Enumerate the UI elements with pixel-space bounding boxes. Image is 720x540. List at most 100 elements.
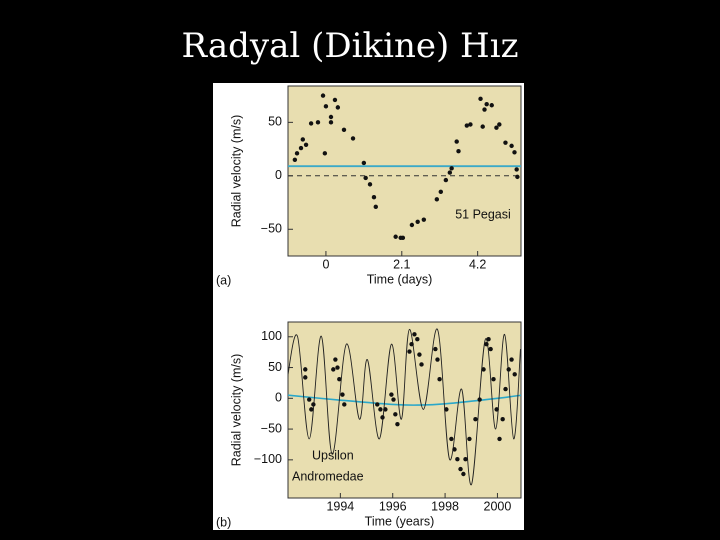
x-tick-label: 2000 <box>484 499 512 513</box>
annotation: Andromedae <box>292 469 364 483</box>
data-point <box>480 124 485 129</box>
data-point <box>341 127 347 133</box>
data-point <box>419 362 424 367</box>
data-point <box>328 120 334 125</box>
data-point <box>509 143 514 149</box>
data-point <box>443 177 449 183</box>
data-point <box>477 397 482 402</box>
data-point <box>497 436 502 442</box>
data-point <box>303 375 308 380</box>
data-point <box>342 402 347 407</box>
data-point <box>307 397 312 402</box>
panel-label: (b) <box>216 515 231 529</box>
data-point <box>340 392 345 397</box>
data-point <box>421 217 427 222</box>
data-point <box>482 107 487 112</box>
data-point <box>437 377 442 382</box>
y-tick-label: 0 <box>275 391 282 405</box>
data-point <box>292 157 298 162</box>
data-point <box>433 346 438 352</box>
y-axis-label: Radial velocity (m/s) <box>229 115 243 228</box>
data-point <box>494 125 499 130</box>
data-point <box>412 332 417 337</box>
data-point <box>389 392 394 397</box>
data-point <box>512 150 517 155</box>
data-point <box>473 417 478 422</box>
data-point <box>332 97 338 103</box>
y-tick-label: −50 <box>261 222 282 236</box>
data-point <box>456 149 461 154</box>
data-point <box>506 367 511 372</box>
data-point <box>455 457 460 462</box>
data-point <box>361 160 367 166</box>
data-point <box>494 407 499 412</box>
y-axis-label: Radial velocity (m/s) <box>229 354 243 467</box>
data-point <box>509 357 514 362</box>
data-point <box>438 189 444 195</box>
data-point <box>452 447 457 452</box>
data-point <box>400 235 406 241</box>
data-point <box>481 367 486 372</box>
data-point <box>484 101 489 107</box>
data-point <box>393 234 398 239</box>
annotation: Upsilon <box>312 448 354 462</box>
data-point <box>463 457 468 462</box>
data-point <box>489 103 494 108</box>
model-curve <box>288 328 521 485</box>
annotation: 51 Pegasi <box>455 207 511 221</box>
data-point <box>300 137 306 142</box>
data-point <box>500 417 505 422</box>
data-point <box>449 166 454 171</box>
data-point <box>478 96 483 102</box>
x-tick-label: 1998 <box>431 499 459 513</box>
data-point <box>435 357 440 362</box>
data-point <box>350 136 356 141</box>
data-point <box>311 402 316 407</box>
x-axis-label: Time (days) <box>367 272 433 286</box>
data-point <box>503 386 508 392</box>
y-tick-label: 50 <box>268 360 282 374</box>
slide-title: Radyal (Dikine) Hız <box>182 26 519 66</box>
data-point <box>378 407 383 412</box>
data-point <box>461 471 466 477</box>
data-point <box>488 346 493 352</box>
data-point <box>383 407 388 412</box>
data-point <box>309 407 314 412</box>
data-point <box>337 377 342 382</box>
data-point <box>409 222 415 228</box>
x-axis-label: Time (years) <box>365 514 435 528</box>
data-point <box>333 357 338 362</box>
data-point <box>484 341 489 347</box>
data-point <box>294 151 300 156</box>
data-point <box>375 402 380 407</box>
data-point <box>444 407 449 412</box>
panel-label: (a) <box>216 273 231 287</box>
y-tick-label: 50 <box>268 115 282 129</box>
data-point <box>514 167 519 172</box>
data-point <box>328 114 334 120</box>
data-point <box>454 139 459 144</box>
x-tick-label: 4.2 <box>469 257 486 271</box>
data-point <box>486 337 491 342</box>
data-point <box>415 219 420 224</box>
x-tick-label: 2.1 <box>393 257 410 271</box>
data-point <box>371 194 377 200</box>
data-point <box>434 197 440 202</box>
data-point <box>322 151 328 156</box>
y-tick-label: −100 <box>254 452 282 466</box>
data-point <box>331 367 336 372</box>
data-point <box>512 372 517 377</box>
data-point <box>464 123 470 128</box>
data-point <box>415 337 420 342</box>
data-point <box>417 352 422 357</box>
x-tick-label: 0 <box>322 257 329 271</box>
data-point <box>395 421 400 427</box>
data-point <box>303 367 308 372</box>
data-point <box>335 105 341 110</box>
model-curve <box>288 394 521 406</box>
y-tick-label: 100 <box>261 329 282 343</box>
data-point <box>303 142 309 148</box>
plot-area <box>287 321 522 499</box>
data-point <box>315 120 321 125</box>
